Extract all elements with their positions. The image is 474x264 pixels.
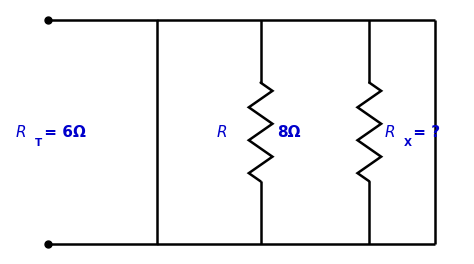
Text: $R$: $R$ [216,124,227,140]
Text: $R$: $R$ [15,124,26,140]
Text: 8Ω: 8Ω [277,125,301,139]
Point [44,18,52,22]
Text: = 6Ω: = 6Ω [39,125,86,139]
Text: = ?: = ? [408,125,440,139]
Point [44,242,52,246]
Text: X: X [403,138,411,148]
Text: $R$: $R$ [383,124,395,140]
Text: T: T [35,138,42,148]
